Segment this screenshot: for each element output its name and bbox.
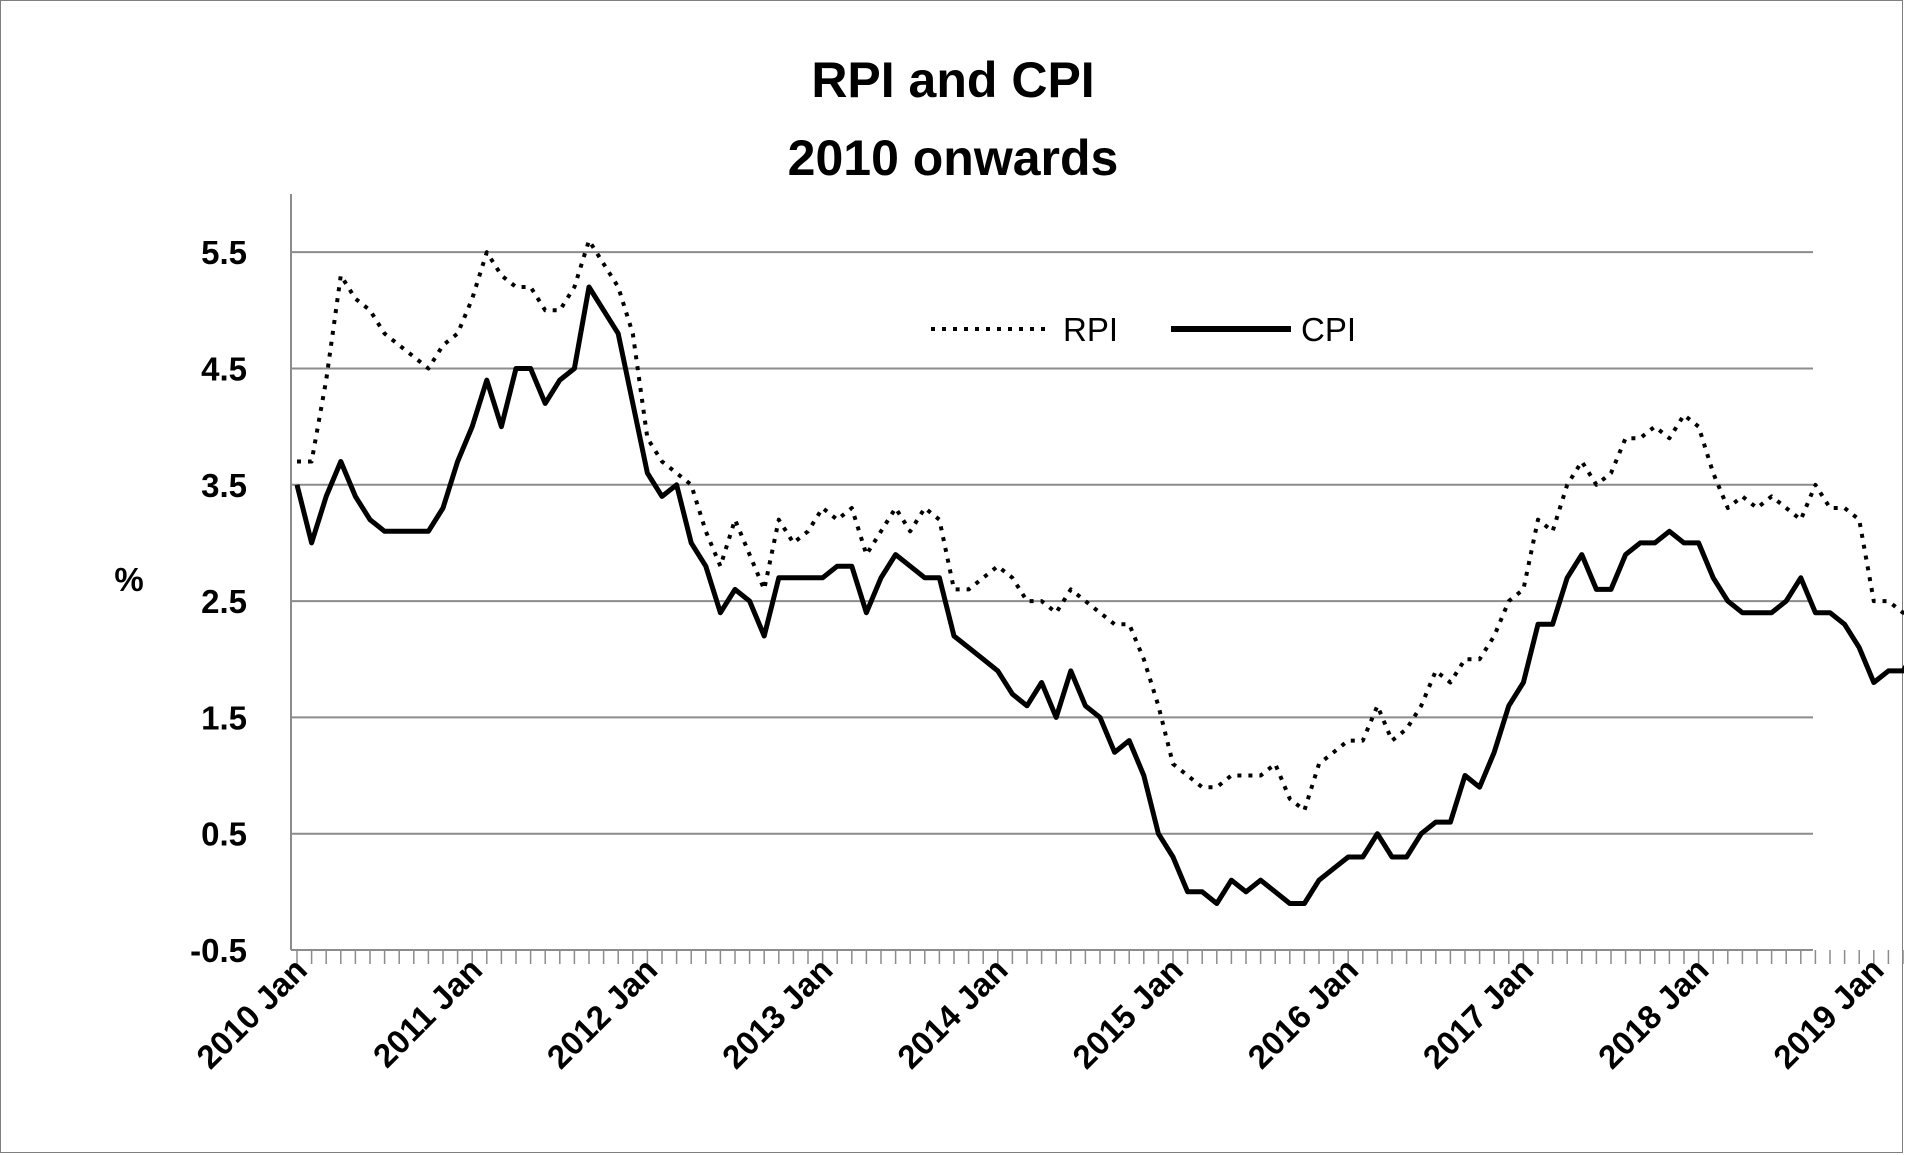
x-tick-label: 2016 Jan — [1240, 951, 1365, 1076]
x-tick-label: 2013 Jan — [715, 951, 840, 1076]
x-tick-label: 2010 Jan — [189, 951, 314, 1076]
x-tick-label: 2019 Jan — [1766, 951, 1891, 1076]
series-line-cpi — [294, 284, 1904, 906]
x-tick-label: 2017 Jan — [1416, 951, 1541, 1076]
y-tick-label: 3.5 — [201, 467, 247, 504]
x-tick-label: 2018 Jan — [1591, 951, 1716, 1076]
x-tick-label: 2014 Jan — [890, 951, 1015, 1076]
y-axis-label: % — [114, 561, 143, 598]
series-lines — [294, 238, 1904, 906]
y-tick-label: 4.5 — [201, 350, 247, 387]
y-tick-label: 5.5 — [201, 234, 247, 271]
x-tick-label: 2011 Jan — [366, 951, 489, 1074]
legend-rpi-label: RPI — [1063, 311, 1118, 348]
y-tick-label: 1.5 — [201, 699, 247, 736]
legend: RPI CPI — [931, 311, 1356, 348]
x-tick-label: 2015 Jan — [1065, 951, 1190, 1076]
axes — [290, 194, 1904, 964]
y-tick-label: 0.5 — [201, 816, 247, 853]
y-tick-label: -0.5 — [190, 932, 247, 969]
chart-title-line-2: 2010 onwards — [788, 130, 1119, 186]
gridlines — [291, 251, 1813, 835]
x-tick-label: 2012 Jan — [540, 951, 665, 1076]
legend-cpi-label: CPI — [1301, 311, 1356, 348]
chart-title-line-1: RPI and CPI — [811, 52, 1094, 108]
y-tick-label: 2.5 — [201, 583, 247, 620]
